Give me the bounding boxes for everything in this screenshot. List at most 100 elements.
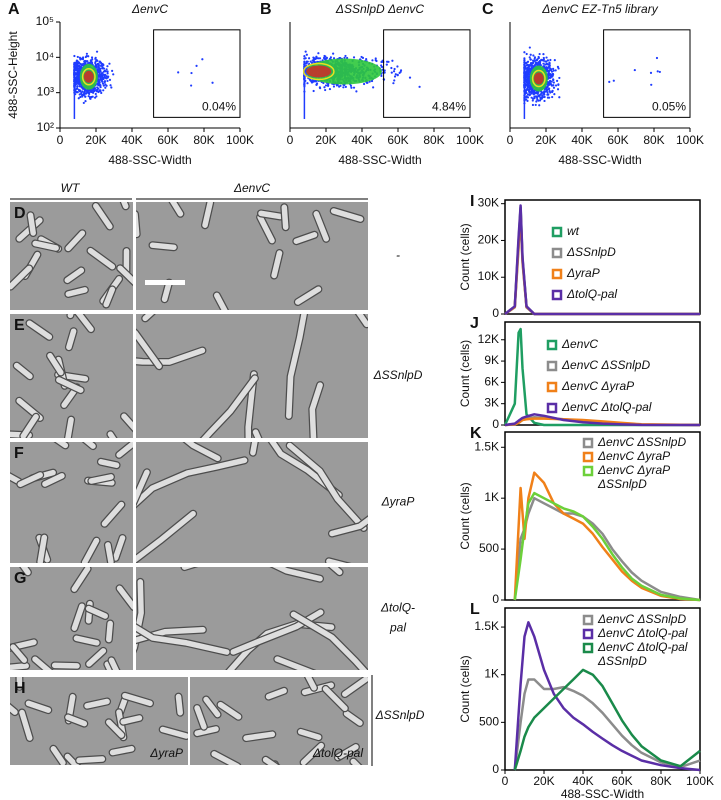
event-dot [74, 67, 76, 69]
event-dot [177, 71, 179, 73]
event-dot [201, 58, 203, 60]
event-dot [553, 81, 555, 83]
event-dot [308, 57, 310, 59]
event-dot [529, 56, 531, 58]
event-dot [329, 88, 331, 90]
event-dot [539, 53, 541, 55]
x-tick-label: 0 [287, 133, 294, 147]
event-dot [538, 95, 540, 97]
legend-label: ΔenvC ΔtolQ-pal ΔSSnlpD [597, 640, 691, 668]
x-tick-label: 80K [643, 133, 664, 147]
panel-letter: B [260, 1, 272, 18]
cell [261, 213, 280, 216]
event-dot [98, 79, 100, 81]
event-dot [536, 59, 538, 61]
event-dot [102, 64, 104, 66]
event-dot [650, 84, 652, 86]
series-line [515, 498, 700, 600]
cell [2, 666, 26, 668]
event-dot [76, 67, 78, 69]
event-dot [547, 82, 549, 84]
event-dot [535, 62, 537, 64]
y-tick-label: 10⁵ [36, 14, 54, 28]
event-dot [555, 84, 557, 86]
row-label: pal [389, 621, 406, 635]
cell [68, 420, 71, 440]
x-tick-label: 40K [572, 774, 593, 788]
event-dot [555, 69, 557, 71]
legend-marker [548, 341, 556, 349]
event-dot [396, 65, 398, 67]
x-tick-label: 100K [226, 133, 254, 147]
event-dot [557, 84, 559, 86]
event-dot [303, 64, 305, 66]
event-dot [90, 96, 92, 98]
y-axis-label: Count (cells) [458, 655, 472, 722]
cell-edge [275, 764, 283, 779]
event-dot [523, 64, 525, 66]
legend-label: ΔenvC ΔSSnlpD [597, 435, 686, 449]
event-dot [79, 58, 81, 60]
event-dot [375, 60, 377, 62]
event-dot [391, 60, 393, 62]
event-dot [89, 62, 91, 64]
event-dot [523, 77, 525, 79]
event-dot [95, 65, 97, 67]
event-dot [547, 94, 549, 96]
event-dot [529, 93, 531, 95]
event-dot [91, 56, 93, 58]
legend-label: wt [567, 224, 580, 238]
event-dot [317, 52, 319, 54]
event-dot [552, 79, 554, 81]
x-tick-label: 40K [121, 133, 142, 147]
event-dot [312, 56, 314, 58]
event-dot [657, 70, 659, 72]
event-dot [543, 92, 545, 94]
legend-label: ΔyraP [566, 266, 600, 280]
event-dot [303, 61, 305, 63]
cell [31, 215, 34, 233]
event-dot [77, 65, 79, 67]
event-dot [362, 57, 364, 59]
event-dot [538, 57, 540, 59]
panel-letter: C [482, 1, 494, 18]
event-dot [108, 63, 110, 65]
event-dot [305, 51, 307, 53]
legend-label: ΔtolQ-pal [566, 287, 617, 301]
event-dot [549, 77, 551, 79]
event-dot [528, 85, 530, 87]
event-dot [110, 86, 112, 88]
event-dot [523, 74, 525, 76]
panel-letter: L [470, 601, 480, 618]
event-dot [77, 79, 79, 81]
row-label: - [396, 248, 400, 262]
y-tick-label: 12K [478, 332, 499, 346]
event-dot [543, 57, 545, 59]
event-dot [538, 104, 540, 106]
cell [246, 734, 272, 738]
micrograph [136, 442, 368, 563]
y-tick-label: 500 [479, 715, 499, 729]
event-dot [393, 79, 395, 81]
event-dot [400, 71, 402, 73]
x-tick-label: 60K [387, 133, 408, 147]
event-dot [528, 65, 530, 67]
event-dot [613, 80, 615, 82]
legend-label: ΔenvC ΔSSnlpD [561, 358, 650, 372]
event-dot [523, 51, 525, 53]
event-dot [548, 97, 550, 99]
event-dot [306, 62, 308, 64]
x-tick-label: 60K [607, 133, 628, 147]
density-core [534, 73, 544, 85]
event-dot [78, 62, 80, 64]
y-tick-label: 10² [37, 120, 54, 134]
event-dot [325, 58, 327, 60]
y-tick-label: 0 [492, 762, 499, 776]
legend-label: ΔenvC ΔtolQ-pal [597, 626, 688, 640]
row-label: ΔtolQ- [380, 601, 415, 615]
event-dot [530, 91, 532, 93]
event-dot [306, 82, 308, 84]
event-dot [86, 53, 88, 55]
event-dot [96, 51, 98, 53]
event-dot [84, 96, 86, 98]
